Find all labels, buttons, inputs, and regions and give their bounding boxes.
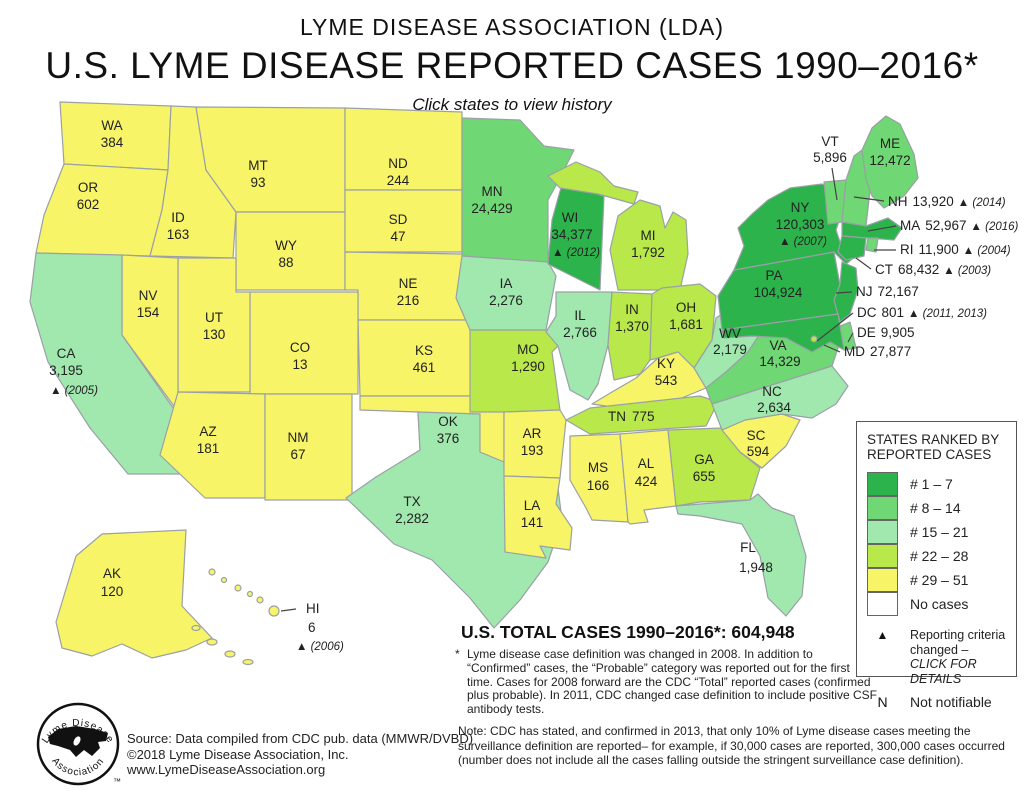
state-ak[interactable] [55,529,213,659]
state-sd[interactable] [344,189,463,253]
legend-item-rank-1-7: # 1 – 7 [867,471,1008,496]
leader-de [847,332,854,343]
logo-tick [73,736,81,746]
legend-swatch-dark-green [867,471,898,496]
state-dc[interactable] [810,335,818,343]
state-ar[interactable] [503,409,567,479]
state-nc[interactable] [711,365,849,431]
state-hi[interactable] [256,596,264,604]
states-layer [29,101,919,666]
state-hi[interactable] [234,584,242,592]
footnote-marker: * [455,647,460,661]
state-in[interactable] [607,291,653,381]
legend-swatch-medium-green [867,495,898,520]
legend-rows: # 1 – 7 # 8 – 14 # 15 – 21 # 22 – 28 # 2… [867,471,1008,616]
source-line: Source: Data compiled from CDC pub. data… [127,731,474,746]
state-co[interactable] [249,291,359,395]
state-nd[interactable] [344,107,463,191]
copyright-line: ©2018 Lyme Disease Association, Inc. [127,746,349,762]
state-ks[interactable] [357,319,483,397]
callout-ri[interactable]: RI 11,900 ▲ (2004) [900,242,1011,257]
leader-ct [855,257,872,270]
state-value: 5,896 [813,150,847,165]
callout-dc[interactable]: DC 801 ▲ (2011, 2013) [857,305,987,320]
state-mi-upper-peninsula[interactable] [547,161,639,205]
state-ct[interactable] [837,235,867,261]
legend-reporting-criteria: ▲ Reporting criteria changed – CLICK FOR… [867,628,1008,686]
website-url: www.LymeDiseaseAssociation.org [127,762,326,777]
leader-nh [853,196,885,202]
legend-swatch-white [867,591,898,616]
state-hi[interactable] [268,605,280,617]
legend-swatch-yellow-green [867,543,898,568]
page-header: LYME DISEASE ASSOCIATION (LDA) U.S. LYME… [0,0,1024,115]
state-or[interactable] [35,163,169,257]
legend-not-notifiable: N Not notifiable [867,694,1008,710]
state-hi[interactable] [208,568,216,576]
leader-nj [835,291,853,294]
state-az[interactable] [159,391,266,499]
leader-hi [280,608,297,612]
legend-item-rank-29-51: # 29 – 51 [867,567,1008,592]
state-mo[interactable] [469,329,561,413]
state-ak-islands[interactable] [191,624,201,632]
state-me[interactable] [861,115,919,209]
legend-swatch-light-green [867,519,898,544]
state-value: 6 [308,620,316,635]
legend-item-rank-8-14: # 8 – 14 [867,495,1008,520]
page-title: U.S. LYME DISEASE REPORTED CASES 1990–20… [45,45,979,86]
state-nm[interactable] [264,393,353,501]
legend-title: STATES RANKED BY REPORTED CASES [867,432,1000,462]
state-wi[interactable] [547,183,605,291]
logo-tm: ™ [113,777,121,786]
state-wa[interactable] [59,101,172,171]
state-fl[interactable] [675,493,807,617]
state-ia[interactable] [455,255,557,331]
state-hi[interactable] [220,576,228,584]
legend: STATES RANKED BY REPORTED CASES # 1 – 7 … [856,421,1017,710]
map-instruction: Click states to view history [412,95,612,114]
state-hi[interactable] [246,590,254,598]
leader-vt [831,167,838,201]
case-definition-footnote: * Lyme disease case definition was chang… [455,647,878,717]
triangle-icon: ▲ [876,628,889,642]
state-ak-islands[interactable] [206,638,218,646]
callout-ct[interactable]: CT 68,432 ▲ (2003) [875,262,991,277]
legend-item-rank-15-21: # 15 – 21 [867,519,1008,544]
callout-leaders [280,167,897,612]
leader-dc [816,312,854,342]
legend-swatch-yellow [867,567,898,592]
state-ri[interactable] [865,237,879,253]
org-title: LYME DISEASE ASSOCIATION (LDA) [299,14,725,40]
leader-ma [867,225,897,232]
callout-labels: NH 13,920 ▲ (2014) MA 52,967 ▲ (2016) RI 11,9… [844,194,1019,359]
callout-de[interactable]: DE 9,905 [857,325,915,340]
state-note: ▲ (2006) [296,641,344,653]
state-ca[interactable] [29,252,191,475]
us-total-cases: U.S. TOTAL CASES 1990–2016*: 604,948 [461,622,795,642]
state-ms[interactable] [569,433,629,523]
callout-md[interactable]: MD 27,877 [844,344,911,359]
state-la[interactable] [503,475,573,559]
state-mi[interactable] [609,199,689,291]
state-label: HI [306,601,320,616]
cdc-note: Note: CDC has stated, and confirmed in 2… [458,724,1005,767]
state-ak-islands[interactable] [224,650,236,658]
callout-nj[interactable]: NJ 72,167 [856,284,919,299]
leader-md [823,344,841,353]
source-block: Source: Data compiled from CDC pub. data… [127,731,473,778]
state-al[interactable] [619,429,677,525]
callout-ma[interactable]: MA 52,967 ▲ (2016) [900,218,1019,233]
legend-item-no-cases: No cases [867,591,1008,616]
state-tx[interactable] [345,411,563,629]
legend-item-rank-22-28: # 22 – 28 [867,543,1008,568]
lda-logo: Lyme Disease Association ™ [36,702,121,786]
state-ak-islands[interactable] [242,658,254,666]
callout-nh[interactable]: NH 13,920 ▲ (2014) [888,194,1006,209]
state-wy[interactable] [235,211,346,291]
n-symbol: N [877,694,888,710]
state-label: VT [821,134,838,149]
